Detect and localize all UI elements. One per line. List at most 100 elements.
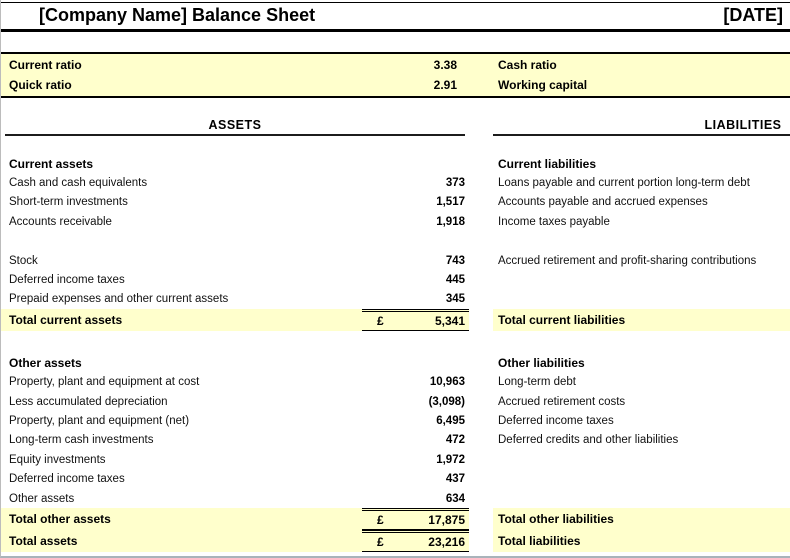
cell-value[interactable]: 634 xyxy=(445,492,465,505)
cell-label[interactable]: Deferred income taxes xyxy=(9,473,125,486)
blank-row xyxy=(493,232,790,251)
currency-symbol: £ xyxy=(377,314,384,329)
liability-row[interactable]: Accounts payable and accrued expenses xyxy=(498,196,708,209)
blank-row xyxy=(493,450,790,469)
liability-row[interactable]: Long-term debt xyxy=(498,376,576,389)
total-label[interactable]: Total assets xyxy=(9,534,78,549)
total-value[interactable]: 5,341 xyxy=(434,314,465,329)
asset-row: Accounts receivable 1,918 xyxy=(1,212,469,231)
spacer xyxy=(1,32,790,52)
spacer xyxy=(1,136,469,154)
cell-label[interactable]: Long-term cash investments xyxy=(9,434,154,447)
liability-row[interactable]: Accrued retirement costs xyxy=(498,395,626,408)
cell-value[interactable]: 743 xyxy=(445,254,465,267)
blank-row xyxy=(493,270,790,289)
currency-symbol: £ xyxy=(377,535,384,550)
sheet-title[interactable]: [Company Name] Balance Sheet xyxy=(39,5,316,25)
assets-section-title[interactable]: ASSETS xyxy=(5,116,465,136)
ratio-row: Quick ratio 2.91 Working capital xyxy=(1,75,790,95)
spacer xyxy=(493,331,790,353)
cell-label[interactable]: Equity investments xyxy=(9,453,106,466)
asset-row: Prepaid expenses and other current asset… xyxy=(1,290,469,309)
total-value-group: £ 23,216 xyxy=(362,530,469,553)
liabilities-header-row: LIABILITIES xyxy=(493,116,790,136)
total-value-group: £ 5,341 xyxy=(362,309,469,332)
blank-row xyxy=(493,290,790,309)
total-label[interactable]: Total other assets xyxy=(9,512,111,527)
ratio-label-cash[interactable]: Cash ratio xyxy=(498,58,557,72)
cell-value[interactable]: 345 xyxy=(445,293,465,306)
liability-row[interactable]: Accrued retirement and profit-sharing co… xyxy=(498,254,757,267)
total-assets-row: Total assets £ 23,216 xyxy=(1,530,469,553)
cell-value[interactable]: 1,972 xyxy=(436,453,465,466)
ratio-label-working-capital[interactable]: Working capital xyxy=(498,78,588,92)
cell-value[interactable]: 1,517 xyxy=(436,196,465,209)
blank-row xyxy=(1,232,469,251)
asset-row: Stock 743 xyxy=(1,251,469,270)
group-heading[interactable]: Other assets xyxy=(9,355,82,370)
cell-label[interactable]: Less accumulated depreciation xyxy=(9,395,168,408)
cell-label[interactable]: Property, plant and equipment (net) xyxy=(9,414,190,427)
cell-label[interactable]: Prepaid expenses and other current asset… xyxy=(9,293,229,306)
spacer xyxy=(1,331,469,353)
liabilities-section-title[interactable]: LIABILITIES xyxy=(493,116,790,136)
asset-row: Other assets 634 xyxy=(1,489,469,508)
ratio-label-quick[interactable]: Quick ratio xyxy=(9,78,72,92)
cell-value[interactable]: 6,495 xyxy=(436,414,465,427)
cell-value[interactable]: 1,918 xyxy=(436,215,465,228)
sheet-date[interactable]: [DATE] xyxy=(723,5,783,25)
total-value[interactable]: 17,875 xyxy=(428,513,465,528)
cell-label[interactable]: Other assets xyxy=(9,492,75,505)
asset-row: Deferred income taxes 445 xyxy=(1,270,469,289)
spacer xyxy=(1,98,790,116)
group-heading[interactable]: Current assets xyxy=(9,156,94,171)
cell-label[interactable]: Property, plant and equipment at cost xyxy=(9,376,200,389)
asset-row: Property, plant and equipment (net) 6,49… xyxy=(1,411,469,430)
ratio-label-current[interactable]: Current ratio xyxy=(9,58,82,72)
cell-value[interactable]: 472 xyxy=(445,434,465,447)
spacer xyxy=(493,136,790,154)
liability-row[interactable]: Deferred income taxes xyxy=(498,414,614,427)
other-assets-heading: Other assets xyxy=(1,353,469,372)
asset-row: Equity investments 1,972 xyxy=(1,450,469,469)
current-liabilities-heading[interactable]: Current liabilities xyxy=(498,156,597,171)
asset-row: Less accumulated depreciation (3,098) xyxy=(1,392,469,411)
cell-value[interactable]: 437 xyxy=(445,473,465,486)
cell-value[interactable]: 10,963 xyxy=(429,376,465,389)
asset-row: Short-term investments 1,517 xyxy=(1,193,469,212)
other-liabilities-heading[interactable]: Other liabilities xyxy=(498,355,585,370)
cell-value[interactable]: 373 xyxy=(445,177,465,190)
cell-value[interactable]: 445 xyxy=(445,274,465,287)
cell-label[interactable]: Deferred income taxes xyxy=(9,274,125,287)
cell-label[interactable]: Cash and cash equivalents xyxy=(9,177,148,190)
ratio-value-current[interactable]: 3.38 xyxy=(433,58,457,72)
ratio-row: Current ratio 3.38 Cash ratio xyxy=(1,55,790,75)
assets-header-row: ASSETS xyxy=(1,116,469,136)
total-other-liabilities-row[interactable]: Total other liabilities xyxy=(493,508,790,531)
cell-label[interactable]: Accounts receivable xyxy=(9,215,112,228)
liability-row[interactable]: Loans payable and current portion long-t… xyxy=(498,177,750,190)
total-label[interactable]: Total current assets xyxy=(9,313,123,328)
total-current-liabilities-row[interactable]: Total current liabilities xyxy=(493,309,790,332)
total-value-group: £ 17,875 xyxy=(362,508,469,531)
total-liabilities-row[interactable]: Total liabilities xyxy=(493,530,790,553)
liability-row[interactable]: Income taxes payable xyxy=(498,215,610,228)
cell-value[interactable]: (3,098) xyxy=(428,395,465,408)
asset-row: Deferred income taxes 437 xyxy=(1,469,469,488)
asset-row: Long-term cash investments 472 xyxy=(1,431,469,450)
asset-row: Property, plant and equipment at cost 10… xyxy=(1,373,469,392)
cell-label[interactable]: Stock xyxy=(9,254,38,267)
column-gutter xyxy=(469,116,493,552)
total-other-assets-row: Total other assets £ 17,875 xyxy=(1,508,469,531)
total-current-assets-row: Total current assets £ 5,341 xyxy=(1,309,469,332)
assets-column: ASSETS Current assets Cash and cash equi… xyxy=(1,116,469,553)
liabilities-column: LIABILITIES Current liabilities Loans pa… xyxy=(493,116,790,553)
total-value[interactable]: 23,216 xyxy=(428,535,465,550)
blank-row xyxy=(493,469,790,488)
ratio-value-quick[interactable]: 2.91 xyxy=(433,78,457,92)
liability-row[interactable]: Deferred credits and other liabilities xyxy=(498,434,679,447)
blank-row xyxy=(493,489,790,508)
asset-row: Cash and cash equivalents 373 xyxy=(1,173,469,192)
cell-label[interactable]: Short-term investments xyxy=(9,196,128,209)
